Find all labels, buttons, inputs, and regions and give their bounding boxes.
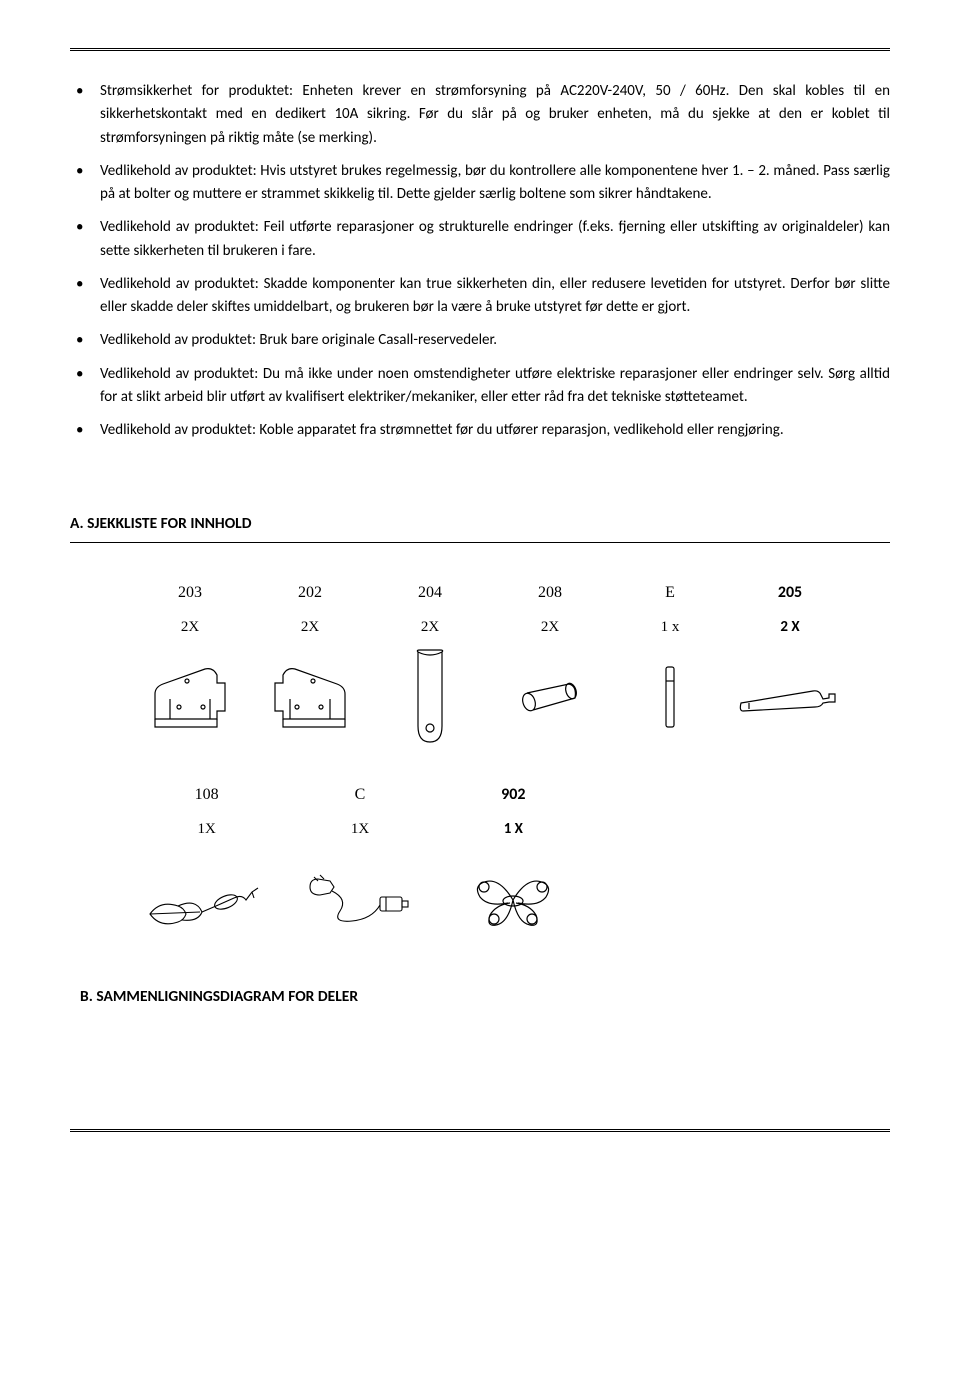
bullet-text: Strømsikkerhet for produktet: Enheten kr… — [100, 82, 890, 147]
part-id: 203 — [178, 581, 202, 606]
bullet-item: Vedlikehold av produktet: Feil utførte r… — [100, 216, 890, 263]
part-id: 202 — [298, 581, 322, 606]
cylinder-icon — [515, 653, 585, 743]
strap-icon — [408, 653, 452, 743]
section-a-rule — [70, 542, 890, 543]
part-qty: 2X — [301, 616, 319, 639]
part-id: 108 — [195, 783, 219, 808]
spinner-icon — [468, 855, 558, 945]
bullet-item: Vedlikehold av produktet: Skadde kompone… — [100, 273, 890, 320]
bullet-item: Vedlikehold av produktet: Du må ikke und… — [100, 363, 890, 410]
part-cell: 108 1X — [130, 783, 283, 945]
bottom-rule — [70, 1129, 890, 1133]
part-qty: 2X — [421, 616, 439, 639]
power-cord-icon — [300, 855, 420, 945]
bullet-text: Vedlikehold av produktet: Bruk bare orig… — [100, 331, 497, 349]
parts-row-1: 203 2X 202 2X — [70, 581, 890, 743]
parts-row-2: 108 1X C 1X — [70, 783, 890, 945]
bullet-text: Vedlikehold av produktet: Hvis utstyret … — [100, 162, 890, 203]
part-id: C — [355, 783, 366, 808]
bullet-item: Vedlikehold av produktet: Hvis utstyret … — [100, 160, 890, 207]
bullet-text: Vedlikehold av produktet: Du må ikke und… — [100, 365, 890, 406]
part-cell: 205 2 X — [730, 581, 850, 743]
part-cell: 902 1 X — [437, 783, 590, 945]
part-id: 205 — [778, 581, 802, 606]
top-rule — [70, 48, 890, 52]
bullet-text: Vedlikehold av produktet: Koble apparate… — [100, 421, 784, 439]
bullet-text: Vedlikehold av produktet: Feil utførte r… — [100, 218, 890, 259]
part-id: 208 — [538, 581, 562, 606]
bracket-left-icon — [145, 653, 235, 743]
part-cell: 204 2X — [370, 581, 490, 743]
leaf-plug-icon — [142, 855, 272, 945]
section-a-title: A. SJEKKLISTE FOR INNHOLD — [70, 512, 890, 536]
bullet-text: Vedlikehold av produktet: Skadde kompone… — [100, 275, 890, 316]
bullet-item: Vedlikehold av produktet: Koble apparate… — [100, 419, 890, 442]
bullet-item: Vedlikehold av produktet: Bruk bare orig… — [100, 329, 890, 352]
part-id: 204 — [418, 581, 442, 606]
part-qty: 1 X — [504, 818, 523, 841]
part-cell: 202 2X — [250, 581, 370, 743]
part-cell: E 1 x — [610, 581, 730, 743]
part-qty: 2X — [541, 616, 559, 639]
part-qty: 1 x — [661, 616, 680, 639]
part-qty: 1X — [197, 818, 215, 841]
part-qty: 2 X — [780, 616, 799, 639]
section-b-title: B. SAMMENLIGNINGSDIAGRAM FOR DELER — [70, 985, 890, 1009]
handle-icon — [735, 653, 845, 743]
part-cell: C 1X — [283, 783, 436, 945]
part-qty: 2X — [181, 616, 199, 639]
bullet-list: Strømsikkerhet for produktet: Enheten kr… — [70, 80, 890, 442]
part-cell: 208 2X — [490, 581, 610, 743]
part-id: E — [665, 581, 675, 606]
part-cell: 203 2X — [130, 581, 250, 743]
part-qty: 1X — [351, 818, 369, 841]
bullet-item: Strømsikkerhet for produktet: Enheten kr… — [100, 80, 890, 150]
bracket-right-icon — [265, 653, 355, 743]
stick-icon — [657, 653, 683, 743]
part-id: 902 — [501, 783, 525, 808]
